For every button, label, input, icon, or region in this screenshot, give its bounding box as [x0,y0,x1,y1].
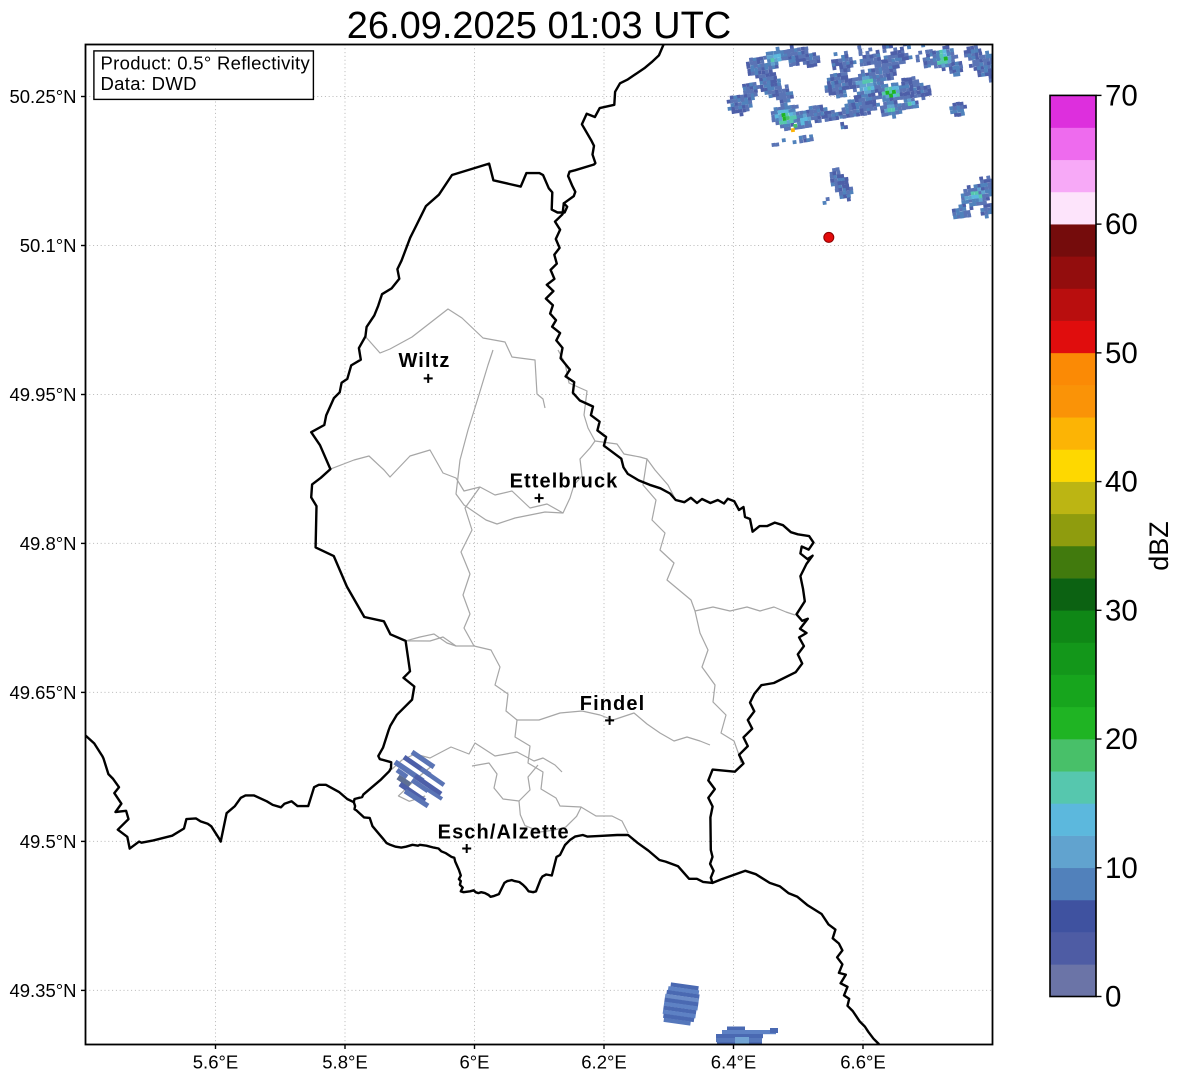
svg-text:49.65°N: 49.65°N [9,682,76,703]
svg-text:Wiltz: Wiltz [399,350,451,372]
svg-text:20: 20 [1105,723,1138,756]
svg-text:6.6°E: 6.6°E [840,1052,885,1073]
svg-text:30: 30 [1105,594,1138,627]
svg-text:40: 40 [1105,466,1138,499]
svg-text:49.8°N: 49.8°N [20,533,77,554]
svg-text:60: 60 [1105,208,1138,241]
svg-text:6.2°E: 6.2°E [581,1052,626,1073]
svg-text:70: 70 [1105,79,1138,112]
svg-text:50.25°N: 50.25°N [9,86,76,107]
svg-text:5.8°E: 5.8°E [322,1052,367,1073]
svg-text:Data: DWD: Data: DWD [101,73,197,94]
svg-text:49.35°N: 49.35°N [9,980,76,1001]
svg-text:5.6°E: 5.6°E [193,1052,238,1073]
svg-text:10: 10 [1105,852,1138,885]
svg-text:Ettelbruck: Ettelbruck [510,471,619,493]
svg-text:0: 0 [1105,981,1121,1014]
svg-text:Product: 0.5° Reflectivity: Product: 0.5° Reflectivity [101,53,311,74]
svg-text:dBZ: dBZ [1144,521,1174,571]
svg-text:26.09.2025 01:03 UTC: 26.09.2025 01:03 UTC [347,5,732,47]
svg-text:49.5°N: 49.5°N [20,831,77,852]
svg-text:6°E: 6°E [459,1052,489,1073]
svg-text:6.4°E: 6.4°E [711,1052,756,1073]
svg-text:Findel: Findel [580,693,646,715]
svg-text:49.95°N: 49.95°N [9,384,76,405]
svg-text:Esch/Alzette: Esch/Alzette [438,822,570,844]
svg-text:50.1°N: 50.1°N [20,235,77,256]
svg-text:50: 50 [1105,337,1138,370]
